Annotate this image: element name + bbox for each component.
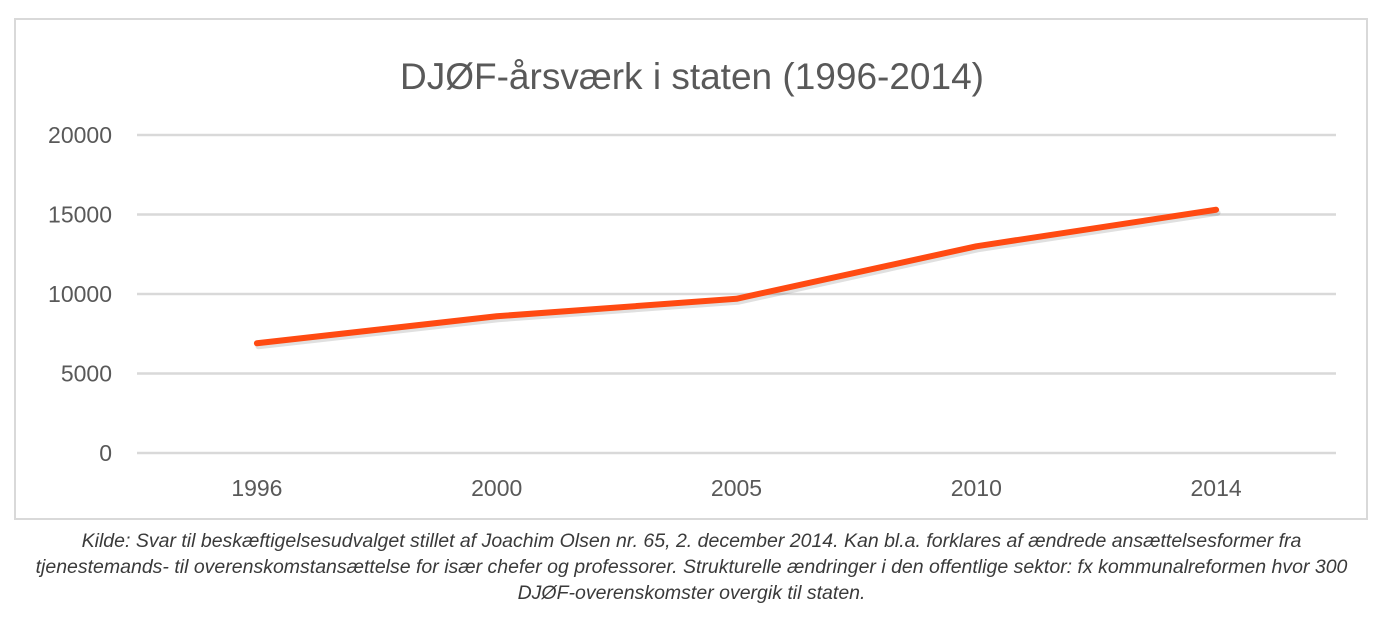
source-caption: Kilde: Svar til beskæftigelsesudvalget s… bbox=[35, 530, 1348, 604]
x-tick-label: 2000 bbox=[471, 475, 522, 501]
series-line bbox=[253, 206, 1220, 347]
y-tick-label: 20000 bbox=[48, 122, 112, 148]
chart-frame bbox=[14, 18, 1368, 520]
y-tick-label: 5000 bbox=[61, 361, 112, 387]
y-tick-label: 10000 bbox=[48, 281, 112, 307]
x-tick-label: 2014 bbox=[1191, 475, 1242, 501]
series-line-shadow bbox=[255, 209, 1221, 350]
series-layer bbox=[253, 206, 1221, 350]
x-tick-label: 2005 bbox=[711, 475, 762, 501]
x-axis-tick-labels: 1996 2000 2005 2010 2014 bbox=[231, 475, 1242, 501]
chart-title: DJØF-årsværk i staten (1996-2014) bbox=[400, 56, 984, 97]
y-tick-label: 0 bbox=[99, 440, 112, 466]
line-chart: DJØF-årsværk i staten (1996-2014) 0 5000 1… bbox=[48, 56, 1336, 501]
x-tick-label: 1996 bbox=[231, 475, 282, 501]
x-tick-label: 2010 bbox=[951, 475, 1002, 501]
gridlines bbox=[137, 133, 1336, 455]
y-tick-label: 15000 bbox=[48, 202, 112, 228]
y-axis-tick-labels: 0 5000 10000 15000 20000 bbox=[48, 122, 112, 466]
